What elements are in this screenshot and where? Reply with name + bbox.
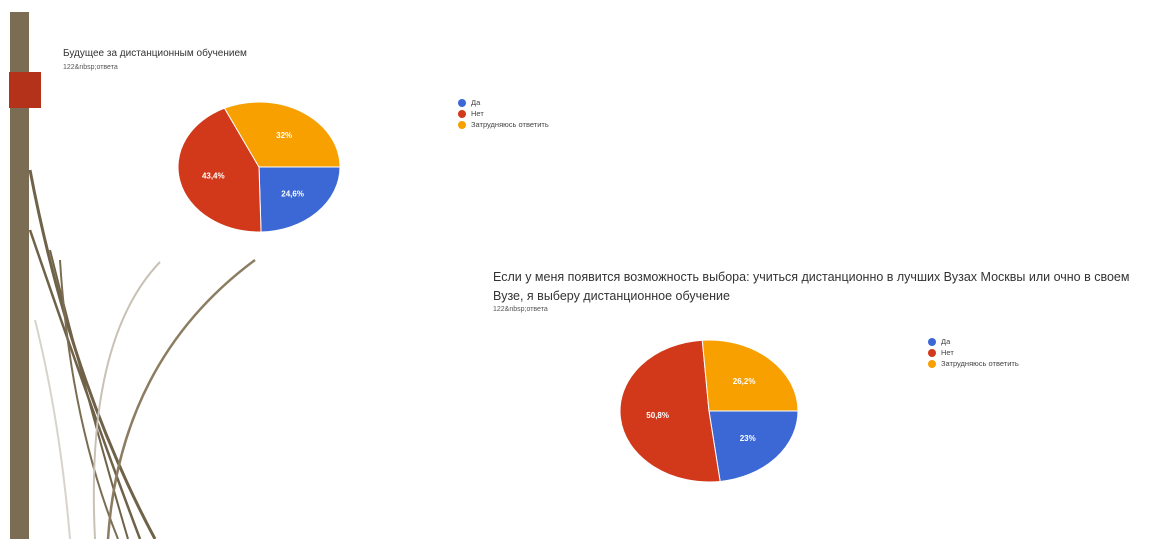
legend-swatch-no	[458, 109, 466, 118]
pie-value-label-no: 50,8%	[646, 411, 669, 420]
pie-slice-no	[619, 339, 721, 483]
legend-label-unsure: Затрудняюсь ответить	[941, 359, 1019, 368]
chart1-legend: Да Нет Затрудняюсь ответить	[458, 97, 549, 130]
pie-value-label-no: 43,4%	[202, 172, 225, 181]
legend-label-no: Нет	[471, 109, 484, 118]
legend-swatch-yes	[458, 98, 466, 107]
chart2-response-count: 122&nbsp;ответа	[493, 306, 548, 313]
pie-value-label-unsure: 26,2%	[733, 377, 756, 386]
pie-value-label-unsure: 32%	[276, 131, 292, 140]
legend-label-no: Нет	[941, 348, 954, 357]
legend-item-yes: Да	[928, 336, 1019, 347]
pie-slice-unsure	[701, 339, 799, 412]
legend-item-no: Нет	[928, 347, 1019, 358]
chart1-pie: 24,6% 43,4% 32%	[177, 101, 341, 233]
legend-swatch-unsure	[928, 359, 936, 368]
legend-swatch-yes	[928, 337, 936, 346]
legend-swatch-no	[928, 348, 936, 357]
pie-slice-yes	[708, 410, 799, 482]
legend-label-yes: Да	[471, 98, 481, 107]
chart1-title: Будущее за дистанционным обучением	[63, 48, 247, 59]
pie-slice-yes	[258, 166, 341, 233]
legend-label-yes: Да	[941, 337, 951, 346]
pie-slice-unsure	[223, 101, 341, 168]
legend-item-no: Нет	[458, 108, 549, 119]
pie-value-label-yes: 24,6%	[281, 189, 304, 198]
chart2-pie: 23% 50,8% 26,2%	[619, 339, 799, 483]
left-accent-bar	[10, 12, 29, 539]
legend-item-yes: Да	[458, 97, 549, 108]
legend-label-unsure: Затрудняюсь ответить	[471, 120, 549, 129]
legend-item-unsure: Затрудняюсь ответить	[458, 119, 549, 130]
legend-swatch-unsure	[458, 120, 466, 129]
accent-tab	[9, 72, 41, 108]
chart2-title: Если у меня появится возможность выбора:…	[493, 270, 1130, 303]
chart1-response-count: 122&nbsp;ответа	[63, 64, 118, 71]
legend-item-unsure: Затрудняюсь ответить	[928, 358, 1019, 369]
pie-slice-no	[177, 107, 262, 233]
chart2-legend: Да Нет Затрудняюсь ответить	[928, 336, 1019, 369]
pie-value-label-yes: 23%	[740, 434, 756, 443]
